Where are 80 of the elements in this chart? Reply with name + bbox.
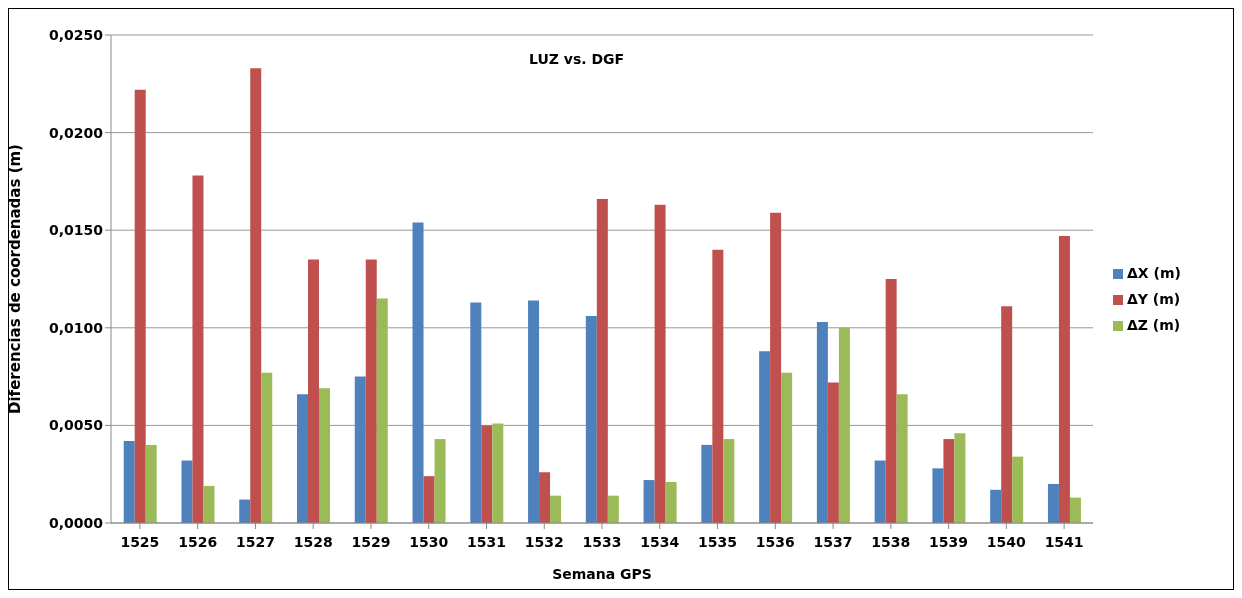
bar xyxy=(470,302,482,523)
bar xyxy=(412,222,424,523)
x-tick-label: 1529 xyxy=(351,533,391,550)
bar xyxy=(874,460,886,523)
y-tick-label: 0,0050 xyxy=(48,417,104,434)
bar xyxy=(319,388,330,523)
bar xyxy=(365,259,377,523)
bar xyxy=(261,372,273,523)
x-tick-label: 1538 xyxy=(871,533,911,550)
bar xyxy=(932,468,944,523)
bar xyxy=(665,482,677,523)
bar xyxy=(759,351,771,523)
bar xyxy=(134,89,146,523)
x-tick-label: 1540 xyxy=(986,533,1027,550)
bar xyxy=(654,204,666,523)
x-axis-title: Semana GPS xyxy=(552,566,652,582)
x-tick-label: 1539 xyxy=(929,533,969,550)
bar xyxy=(770,212,782,523)
bar xyxy=(723,439,735,523)
bar xyxy=(297,394,308,523)
x-tick-label: 1541 xyxy=(1044,533,1084,550)
bar xyxy=(528,300,540,523)
bar xyxy=(434,439,446,523)
bar xyxy=(492,423,504,523)
bar xyxy=(712,249,724,523)
x-tick-label: 1532 xyxy=(524,533,564,550)
bar xyxy=(838,327,850,523)
x-tick-label: 1534 xyxy=(640,533,680,550)
bar xyxy=(181,460,193,523)
bar xyxy=(827,382,839,523)
bar xyxy=(239,499,251,523)
bar xyxy=(192,175,204,523)
bar xyxy=(643,480,655,523)
legend-label: ΔZ (m) xyxy=(1127,317,1181,333)
x-tick-label: 1525 xyxy=(120,533,160,550)
y-axis-title: Diferencias de coordenadas (m) xyxy=(6,144,25,414)
x-tick-label: 1535 xyxy=(698,533,738,550)
y-tick-label: 0,0100 xyxy=(48,319,104,336)
bar xyxy=(990,489,1002,523)
bar xyxy=(585,316,597,523)
bar xyxy=(539,472,551,523)
bar xyxy=(423,476,435,523)
bar xyxy=(954,433,966,523)
bar xyxy=(816,321,828,523)
bar xyxy=(1058,236,1070,523)
bar xyxy=(481,425,493,523)
bar xyxy=(781,372,793,523)
y-tick-label: 0,0000 xyxy=(48,514,104,531)
bar xyxy=(1012,456,1024,523)
bar xyxy=(607,495,619,523)
bar xyxy=(308,259,319,523)
y-tick-label: 0,0250 xyxy=(48,26,104,43)
x-tick-label: 1527 xyxy=(235,533,275,550)
bar xyxy=(123,441,135,523)
bar xyxy=(896,394,908,523)
bar xyxy=(1001,306,1013,523)
bar xyxy=(354,376,366,523)
bar xyxy=(203,485,215,523)
x-tick-label: 1533 xyxy=(582,533,622,550)
bar xyxy=(376,298,388,523)
y-tick-label: 0,0200 xyxy=(48,124,104,141)
bar xyxy=(145,444,157,523)
bar xyxy=(1047,483,1059,523)
x-tick-label: 1528 xyxy=(293,533,333,550)
x-tick-label: 1536 xyxy=(755,533,795,550)
legend-label: ΔX (m) xyxy=(1127,265,1181,281)
x-tick-label: 1526 xyxy=(178,533,218,550)
y-tick-label: 0,0150 xyxy=(48,222,104,239)
legend-label: ΔY (m) xyxy=(1127,291,1181,307)
bar xyxy=(943,439,955,523)
bar xyxy=(596,198,608,523)
bar xyxy=(1069,497,1081,523)
x-tick-label: 1537 xyxy=(813,533,853,550)
x-tick-label: 1531 xyxy=(466,533,506,550)
bar xyxy=(701,444,713,523)
text: LUZ vs. DGF xyxy=(529,51,625,67)
bar xyxy=(885,279,897,523)
x-tick-label: 1530 xyxy=(409,533,449,550)
bar xyxy=(550,495,562,523)
bar xyxy=(250,68,262,523)
